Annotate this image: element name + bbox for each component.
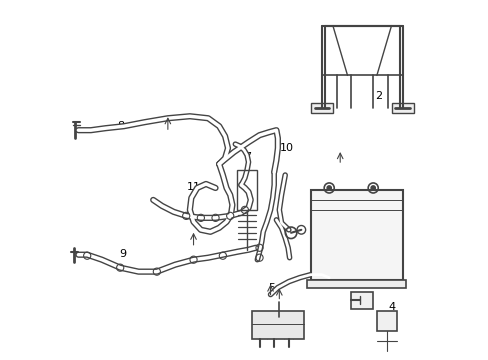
Text: 2: 2 (375, 91, 382, 101)
Bar (310, 190, 402, 280)
Text: 6: 6 (260, 311, 267, 321)
Text: 5: 5 (267, 283, 274, 293)
Text: 3: 3 (362, 275, 369, 285)
Bar (350, 292, 372, 310)
Text: 8: 8 (117, 121, 124, 131)
Bar (376, 311, 397, 332)
Circle shape (326, 186, 331, 190)
Text: 4: 4 (387, 302, 394, 312)
Text: 1: 1 (319, 191, 326, 201)
Bar (236, 170, 257, 210)
Text: 7: 7 (244, 152, 251, 162)
Bar (306, 280, 406, 288)
Text: 10: 10 (279, 143, 293, 153)
Text: 9: 9 (119, 248, 126, 258)
Text: 11: 11 (187, 182, 201, 192)
Bar (310, 103, 332, 113)
Bar (391, 103, 413, 113)
Bar (252, 311, 303, 339)
Circle shape (370, 186, 375, 190)
